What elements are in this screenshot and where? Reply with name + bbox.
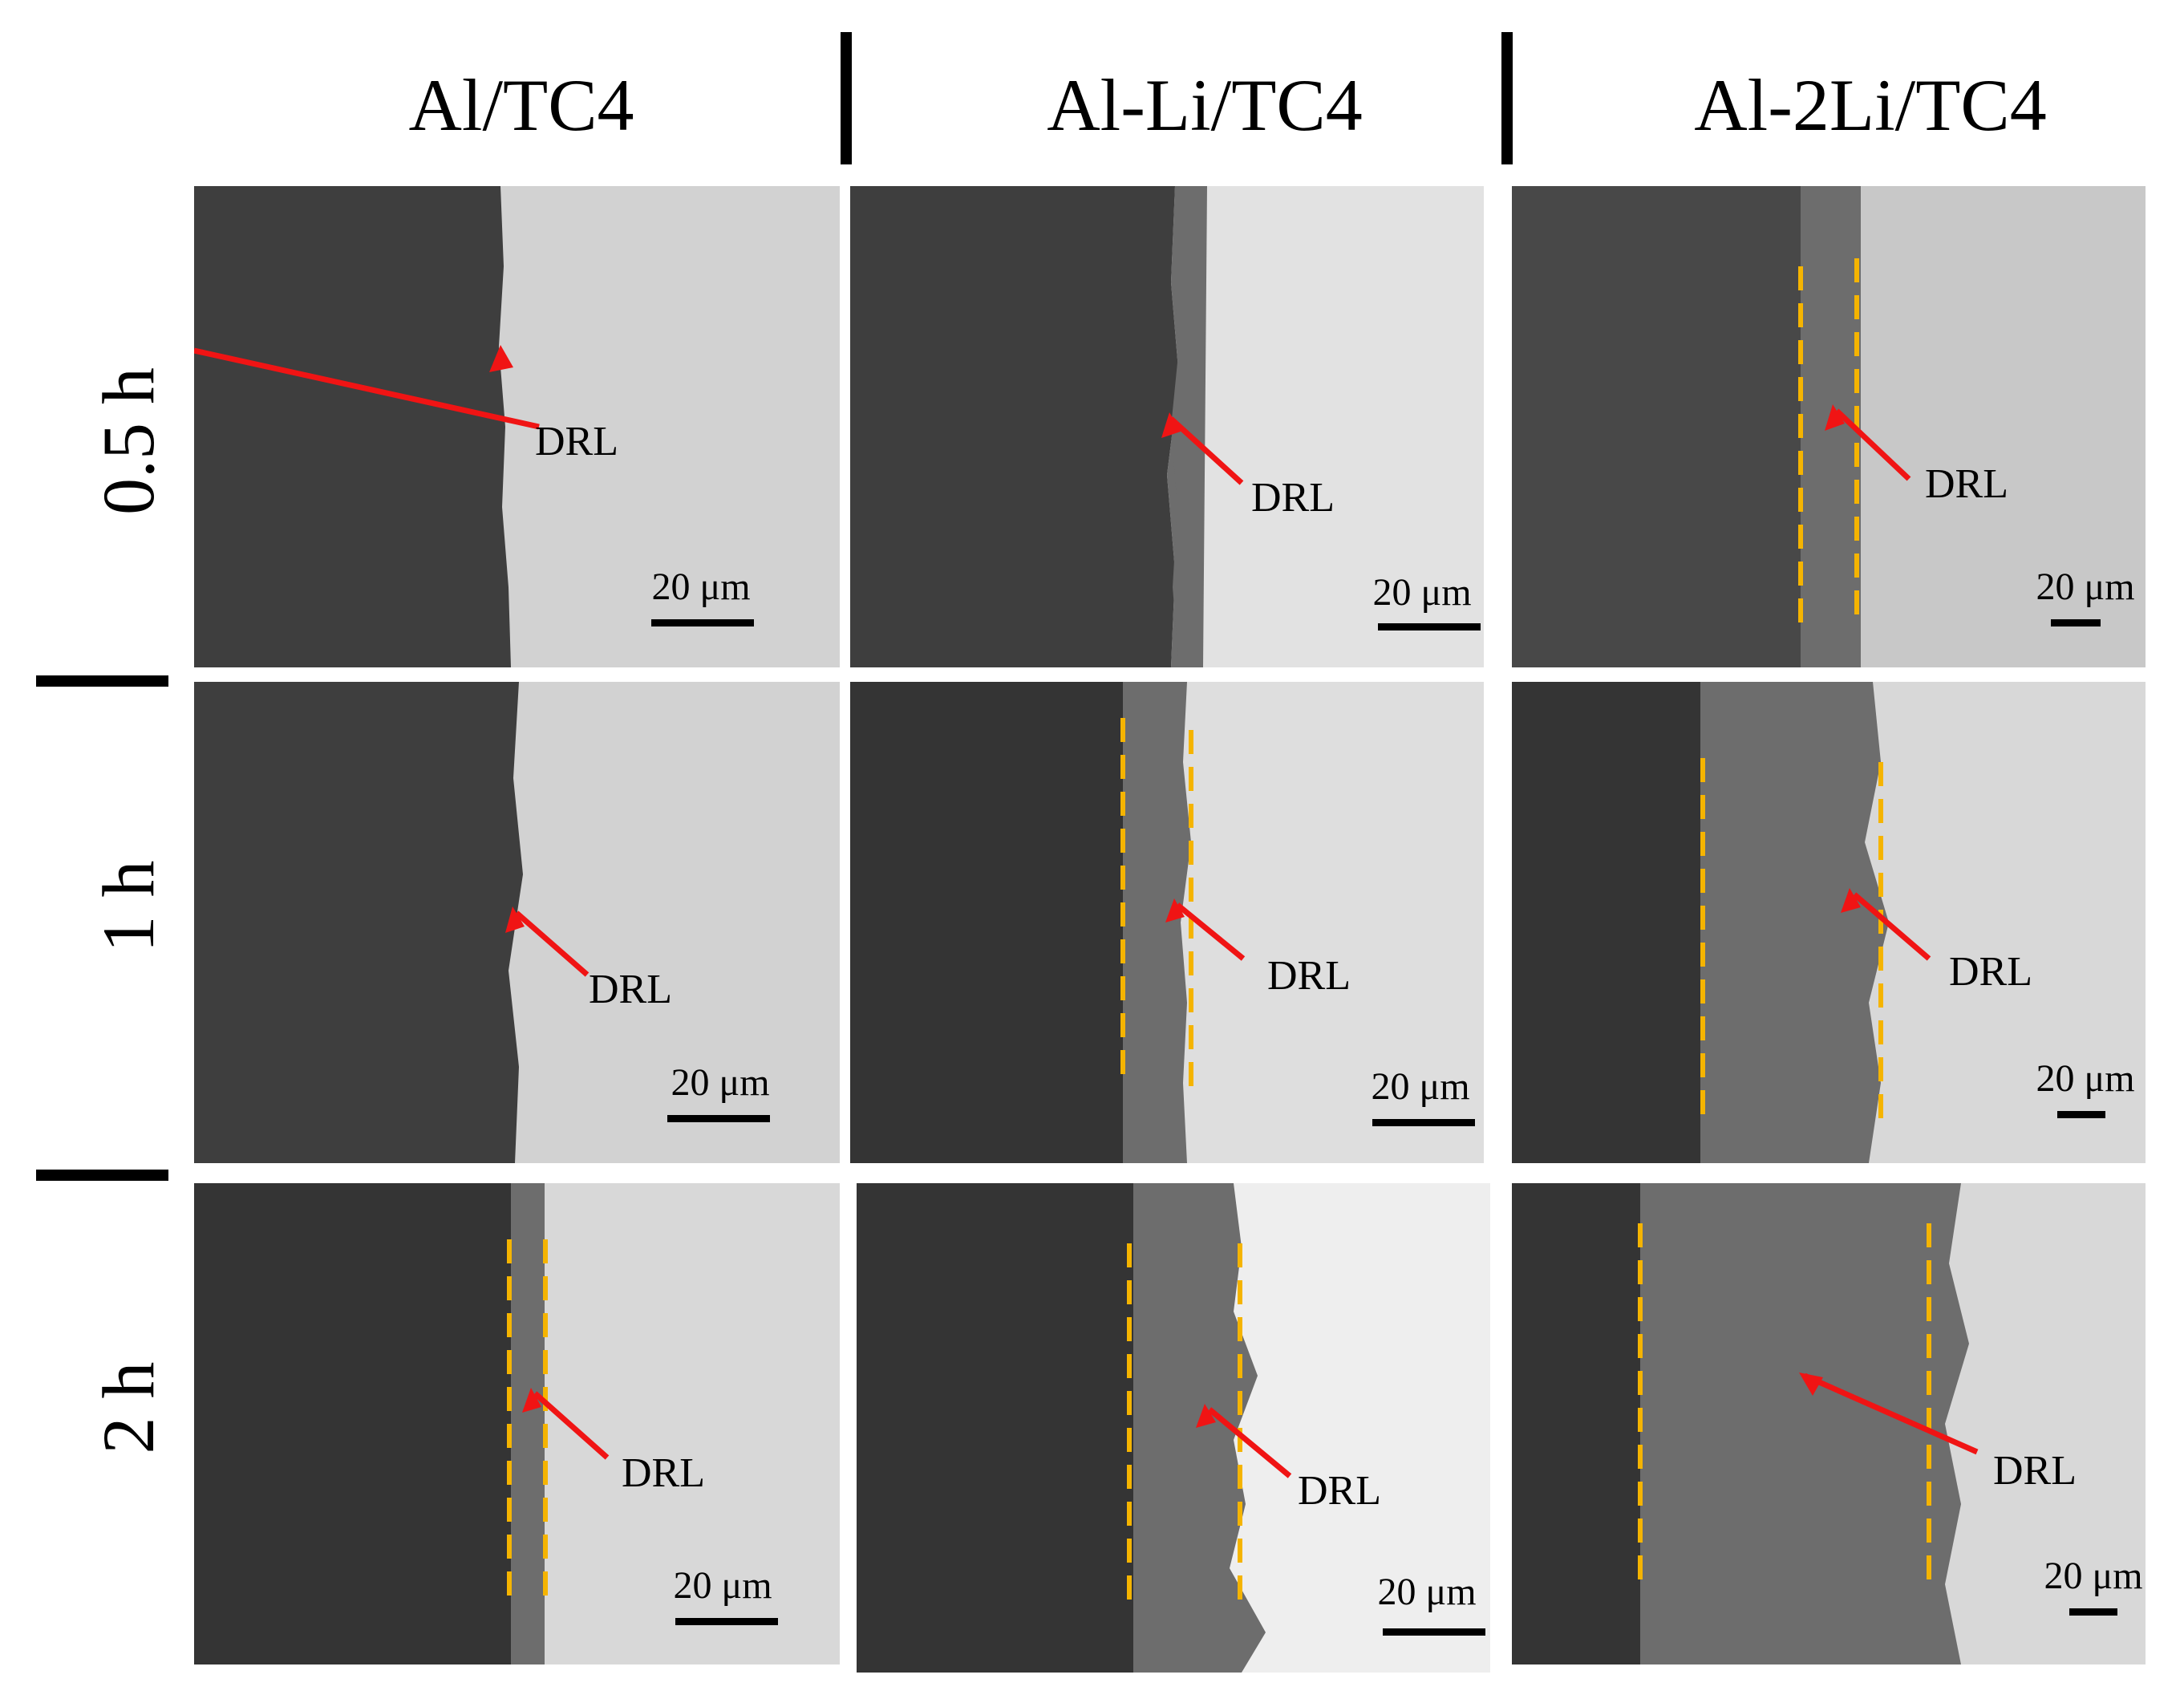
micrograph-image: DRL 20 μm (194, 186, 840, 667)
sem-panel-al-tc4-0-5h: DRL 20 μm (194, 186, 840, 667)
drl-label: DRL (1949, 949, 2032, 995)
aluminum-region (194, 682, 523, 1163)
column-title-al-2li-tc4: Al-2Li/TC4 (1694, 64, 2047, 146)
drl-arrow-head (1165, 898, 1185, 922)
aluminum-region (1512, 1183, 1640, 1664)
sem-panel-al-2li-tc4-0-5h: DRL 20 μm (1512, 186, 2146, 667)
micrograph-image: DRL 20 μm (857, 1183, 1490, 1673)
drl-label: DRL (1267, 953, 1351, 999)
scale-bar-label: 20 μm (651, 566, 750, 608)
sem-panel-al-2li-tc4-1h: DRL 20 μm (1512, 682, 2146, 1163)
scale-bar-label: 20 μm (1372, 571, 1471, 614)
sem-panel-al-tc4-1h: DRL 20 μm (194, 682, 840, 1163)
reaction-layer-region (1700, 682, 1889, 1163)
scale-bar-label: 20 μm (1371, 1065, 1469, 1108)
reaction-layer-region (511, 1183, 545, 1664)
drl-arrow-head (1841, 888, 1861, 913)
drl-label: DRL (622, 1450, 705, 1496)
drl-arrow-head (505, 906, 525, 933)
drl-arrow (1834, 408, 1911, 481)
drl-arrow-head (1799, 1373, 1823, 1396)
sem-panel-al-li-tc4-1h: DRL 20 μm (850, 682, 1484, 1163)
drl-label: DRL (1925, 461, 2008, 507)
scale-bar-label: 20 μm (671, 1061, 769, 1104)
scale-bar-label: 20 μm (2036, 566, 2134, 608)
scale-bar (1372, 1119, 1475, 1126)
drl-arrow (1169, 416, 1244, 485)
drl-label: DRL (1251, 475, 1335, 521)
scale-bar-label: 20 μm (1377, 1571, 1476, 1613)
sem-panel-al-2li-tc4-2h: DRL 20 μm (1512, 1183, 2146, 1664)
column-separator (1501, 32, 1513, 164)
column-title-al-tc4: Al/TC4 (408, 64, 634, 146)
sem-panel-al-li-tc4-0-5h: DRL 20 μm (850, 186, 1484, 667)
micrograph-image: DRL 20 μm (1512, 682, 2146, 1163)
micrograph-image: DRL 20 μm (194, 1183, 840, 1664)
drl-arrow (514, 910, 590, 977)
scale-bar (2057, 1111, 2105, 1118)
aluminum-region (850, 682, 1123, 1163)
row-label-0-5h: 0.5 h (87, 367, 169, 515)
aluminum-region (1512, 682, 1700, 1163)
aluminum-region (194, 1183, 511, 1664)
scale-bar (667, 1115, 770, 1122)
scale-bar (651, 619, 754, 626)
scale-bar-label: 20 μm (2036, 1057, 2134, 1100)
reaction-layer-region (1133, 1183, 1266, 1673)
drl-arrow (533, 1391, 610, 1460)
row-separator (36, 675, 168, 687)
aluminum-region (1512, 186, 1801, 667)
drl-arrow-head (1825, 404, 1845, 431)
sem-panel-al-tc4-2h: DRL 20 μm (194, 1183, 840, 1664)
drl-arrow (1803, 1373, 1979, 1455)
micrograph-image: DRL 20 μm (1512, 186, 2146, 667)
scale-bar (1378, 623, 1481, 631)
drl-label: DRL (589, 967, 672, 1012)
column-title-al-li-tc4: Al-Li/TC4 (1047, 64, 1363, 146)
scale-bar-label: 20 μm (673, 1564, 772, 1607)
reaction-layer-region (1171, 186, 1207, 667)
drl-label: DRL (535, 419, 618, 464)
drl-arrow-head (1196, 1404, 1216, 1428)
drl-arrow (1852, 892, 1931, 961)
drl-arrow-head (489, 345, 513, 372)
micrograph-image: DRL 20 μm (194, 682, 840, 1163)
scale-bar (2051, 619, 2101, 626)
aluminum-region (857, 1183, 1133, 1673)
micrograph-image: DRL 20 μm (850, 186, 1484, 667)
scale-bar (1383, 1628, 1485, 1636)
sem-panel-al-li-tc4-2h: DRL 20 μm (857, 1183, 1490, 1673)
row-label-1h: 1 h (87, 860, 169, 953)
micrograph-image: DRL 20 μm (1512, 1183, 2146, 1664)
reaction-layer-region (1640, 1183, 1969, 1664)
aluminum-region (850, 186, 1179, 667)
drl-arrow-head (522, 1388, 541, 1413)
scale-bar (2069, 1608, 2117, 1616)
drl-arrow (1175, 902, 1246, 961)
drl-label: DRL (1298, 1468, 1381, 1514)
drl-label: DRL (1993, 1448, 2077, 1494)
drl-arrow-head (1161, 412, 1181, 438)
scale-bar (675, 1618, 778, 1625)
scale-bar-label: 20 μm (2044, 1555, 2142, 1597)
row-label-2h: 2 h (87, 1361, 169, 1454)
row-separator (36, 1170, 168, 1181)
drl-arrow (1207, 1407, 1292, 1478)
column-separator (841, 32, 852, 164)
micrograph-image: DRL 20 μm (850, 682, 1484, 1163)
reaction-layer-region (1123, 682, 1191, 1163)
drl-arrow (194, 347, 540, 430)
aluminum-region (194, 186, 511, 667)
